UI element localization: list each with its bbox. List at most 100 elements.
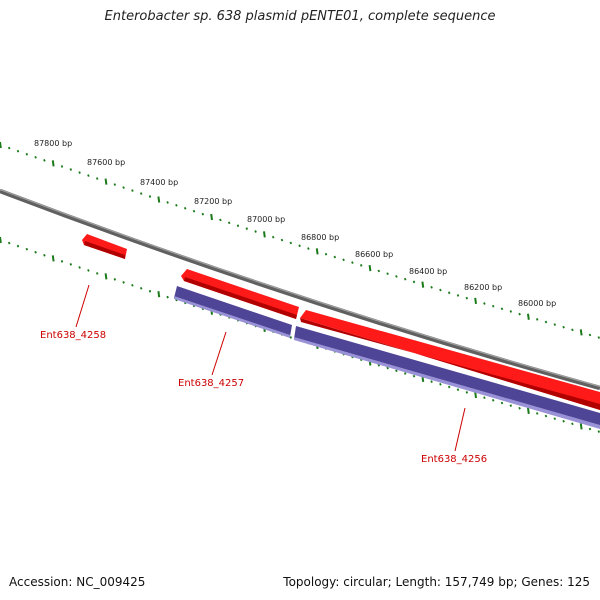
minor-tick	[236, 224, 240, 228]
minor-tick	[439, 382, 442, 386]
gene-bar-reverse-1[interactable]	[174, 286, 292, 338]
minor-tick	[562, 325, 565, 329]
minor-tick	[43, 159, 46, 162]
major-tick	[157, 291, 161, 298]
major-tick	[474, 391, 477, 399]
minor-tick	[280, 238, 284, 242]
major-tick	[263, 231, 266, 238]
minor-tick	[500, 401, 504, 405]
scale-ticks-outer	[0, 141, 600, 339]
tick-label: 86800 bp	[301, 233, 339, 242]
minor-tick	[518, 312, 521, 316]
tick-label: 86200 bp	[464, 283, 502, 292]
minor-tick	[571, 422, 574, 426]
minor-tick	[412, 374, 416, 378]
minor-tick	[412, 280, 416, 284]
major-tick	[0, 141, 2, 149]
gene-label-ent638-4257: Ent638_4257	[178, 378, 244, 389]
major-tick	[527, 407, 530, 414]
minor-tick	[166, 295, 169, 299]
minor-tick	[359, 264, 363, 267]
major-tick	[0, 236, 2, 244]
minor-tick	[289, 336, 293, 339]
tick-label: 87800 bp	[34, 139, 72, 148]
minor-tick	[34, 155, 37, 159]
minor-tick	[535, 412, 539, 415]
minor-tick	[456, 388, 460, 392]
sequence-summary: Topology: circular; Length: 157,749 bp; …	[283, 575, 590, 589]
gene-arrow-ent638-4257[interactable]	[181, 269, 299, 319]
minor-tick	[148, 195, 152, 198]
minor-tick	[289, 241, 293, 245]
minor-tick	[60, 165, 64, 168]
major-tick	[315, 248, 319, 255]
minor-tick	[430, 286, 433, 289]
minor-tick	[430, 380, 433, 383]
tick-label: 87600 bp	[87, 158, 125, 167]
minor-tick	[227, 221, 231, 225]
minor-tick	[351, 261, 354, 264]
gene-arrow-ent638-4256[interactable]	[300, 310, 600, 410]
major-tick	[474, 297, 477, 304]
minor-tick	[69, 263, 73, 266]
minor-tick	[219, 218, 222, 222]
gene-arrow-ent638-4258[interactable]	[82, 234, 127, 259]
tick-label: 87400 bp	[140, 178, 178, 187]
tick-label: 86600 bp	[355, 250, 393, 259]
minor-tick	[324, 252, 328, 256]
minor-tick	[148, 289, 152, 293]
gene-bar-reverse-2[interactable]	[294, 326, 600, 429]
gene-label-ent638-4258: Ent638_4258	[40, 330, 106, 341]
minor-tick	[113, 183, 117, 186]
minor-tick	[201, 212, 205, 216]
major-tick	[157, 196, 161, 203]
minor-tick	[175, 204, 178, 207]
minor-tick	[95, 272, 99, 275]
minor-tick	[465, 296, 469, 300]
minor-tick	[500, 307, 504, 311]
minor-tick	[34, 250, 37, 254]
minor-tick	[465, 391, 469, 394]
minor-tick	[139, 192, 143, 195]
minor-tick	[518, 406, 521, 410]
scale-tick-labels: 87800 bp 87600 bp 87400 bp 87200 bp 87000 bp…	[34, 139, 556, 308]
minor-tick	[113, 278, 117, 281]
major-tick	[51, 160, 55, 167]
minor-tick	[597, 336, 600, 339]
minor-tick	[271, 235, 275, 239]
minor-tick	[122, 281, 125, 284]
minor-tick	[131, 189, 134, 192]
minor-tick	[509, 310, 513, 313]
minor-tick	[395, 275, 398, 278]
minor-tick	[553, 417, 557, 421]
major-tick	[104, 273, 108, 280]
minor-tick	[307, 247, 310, 250]
minor-tick	[377, 363, 381, 367]
minor-tick	[166, 201, 169, 204]
minor-tick	[16, 244, 20, 248]
minor-tick	[403, 372, 407, 375]
major-tick	[51, 255, 55, 262]
minor-tick	[16, 149, 20, 153]
major-tick	[368, 265, 372, 272]
tick-label: 87200 bp	[194, 197, 232, 206]
backbone-track	[0, 188, 600, 391]
minor-tick	[491, 399, 495, 402]
minor-tick	[7, 146, 11, 150]
minor-tick	[483, 396, 486, 400]
minor-tick	[131, 283, 134, 287]
minor-tick	[254, 230, 257, 233]
accession-text: Accession: NC_009425	[9, 575, 146, 589]
minor-tick	[403, 277, 407, 281]
major-tick	[579, 423, 583, 430]
minor-tick	[386, 272, 389, 276]
minor-tick	[69, 168, 73, 171]
minor-tick	[588, 427, 592, 431]
minor-tick	[447, 291, 451, 295]
minor-tick	[7, 241, 11, 245]
minor-tick	[377, 269, 381, 273]
minor-tick	[439, 288, 442, 292]
minor-tick	[544, 320, 548, 324]
gene-label-ent638-4256: Ent638_4256	[421, 454, 487, 465]
